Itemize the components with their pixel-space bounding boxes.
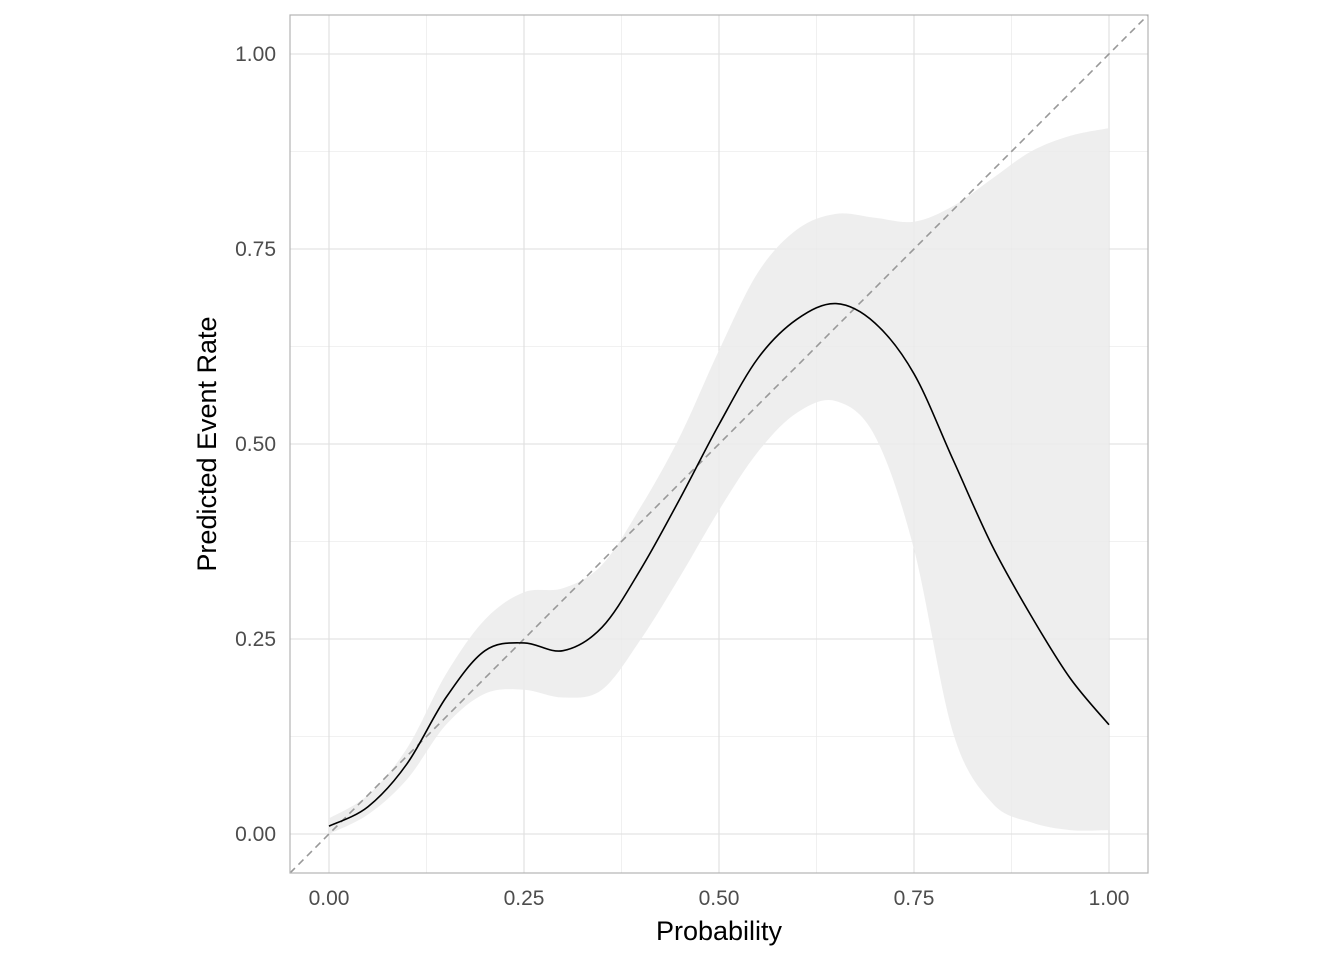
- identity-reference-line: [289, 14, 1149, 874]
- x-tick-label: 0.50: [699, 887, 740, 910]
- confidence-band: [329, 128, 1109, 835]
- y-tick-label: 1.00: [235, 43, 276, 66]
- x-tick-label: 0.00: [309, 887, 350, 910]
- y-axis-title: Predicted Event Rate: [192, 316, 222, 571]
- x-tick-label: 0.25: [504, 887, 545, 910]
- panel-border: [289, 14, 1149, 874]
- x-axis-title: Probability: [656, 916, 783, 946]
- y-tick-label: 0.75: [235, 238, 276, 261]
- x-tick-label: 0.75: [894, 887, 935, 910]
- y-tick-labels: 0.00 0.25 0.50 0.75 1.00: [235, 43, 276, 846]
- reference-line-layer: [289, 14, 1149, 874]
- y-tick-label: 0.00: [235, 823, 276, 846]
- y-tick-label: 0.50: [235, 433, 276, 456]
- x-tick-label: 1.00: [1089, 887, 1130, 910]
- confidence-band-layer: [329, 128, 1109, 835]
- calibration-curve-line: [328, 302, 1110, 827]
- y-tick-label: 0.25: [235, 628, 276, 651]
- x-tick-labels: 0.00 0.25 0.50 0.75 1.00: [309, 887, 1130, 910]
- series-layer: [328, 302, 1110, 827]
